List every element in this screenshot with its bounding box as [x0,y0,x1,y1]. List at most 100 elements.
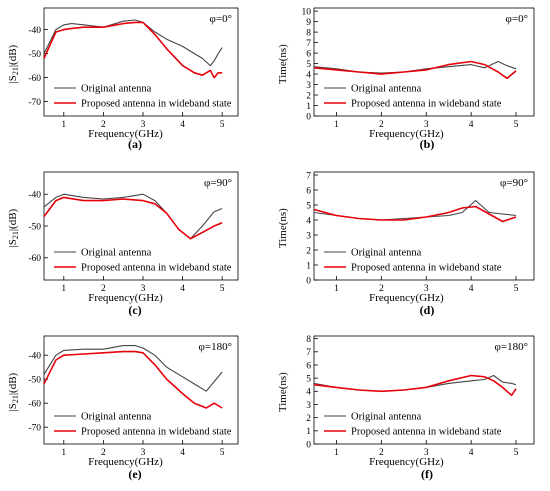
y-tick-label: 3 [306,401,311,411]
plot-frame [43,7,239,117]
x-tick-label: 3 [141,284,146,294]
legend-label-original: Original antenna [351,248,422,259]
legend-label-proposed: Proposed antenna in wideband state [351,263,502,274]
panel-label: (e) [128,467,141,481]
angle-annotation: φ=180° [495,341,528,353]
angle-annotation: φ=0° [506,13,528,25]
angle-annotation: φ=180° [199,341,232,353]
legend-label-proposed: Proposed antenna in wideband state [351,427,502,438]
series-line-proposed [43,21,223,79]
y-tick-label: 1 [306,102,311,112]
y-tick-label: -40 [28,191,41,201]
x-tick-label: 2 [379,120,384,130]
series-line-proposed [43,196,223,240]
x-axis-label: Frequency(GHz) [88,456,163,468]
y-axis-label: Time(ns) [277,372,289,412]
y-tick-label: 4 [306,216,311,226]
chart-d: 1 2 3 4 5 0 1 2 3 4 5 6 7 Frequency(GHz) Time(ns) φ=90°… [277,171,535,317]
y-tick-label: 7 [306,348,311,358]
y-tick-label: -50 [28,376,41,386]
y-tick-label: 8 [306,28,311,38]
x-tick-label: 3 [424,284,429,294]
y-tick-label: 2 [306,246,311,256]
panel-label: (d) [420,303,435,317]
plot-frame [313,7,535,117]
x-tick-label: 2 [101,120,106,130]
series-line-original [43,193,223,240]
angle-annotation: φ=90° [500,177,528,189]
y-tick-label: 6 [306,49,311,59]
x-axis-label: Frequency(GHz) [88,128,163,140]
panel-label: (a) [128,137,142,151]
y-tick-label: 0 [306,440,311,450]
y-axis-label: |S21|(dB) [7,208,20,247]
y-tick-label: 2 [306,91,311,101]
y-tick-label: -40 [28,26,41,36]
series-line-proposed [313,374,517,397]
y-tick-label: -70 [28,98,41,108]
x-tick-label: 3 [424,120,429,130]
legend-label-original: Original antenna [81,412,152,423]
x-axis-label: Frequency(GHz) [88,292,163,304]
legend-label-proposed: Proposed antenna in wideband state [81,263,232,274]
legend-label-proposed: Proposed antenna in wideband state [81,99,232,110]
y-tick-label: 7 [306,171,311,181]
y-tick-label: -60 [28,400,41,410]
y-axis-label: |S21|(dB) [7,44,20,83]
x-tick-label: 1 [61,448,66,458]
y-tick-label: 10 [302,7,312,17]
series-line-proposed [43,350,223,409]
y-tick-label: 3 [306,81,311,91]
y-tick-label: 4 [306,388,311,398]
chart-f: 1 2 3 4 5 0 1 2 3 4 5 6 7 8 Frequency(GHz) Time(ns) φ=18… [277,335,535,481]
x-tick-label: 1 [334,120,339,130]
legend-label-original: Original antenna [351,412,422,423]
y-tick-label: 3 [306,231,311,241]
x-tick-label: 1 [334,284,339,294]
y-tick-label: 1 [306,261,311,271]
x-tick-label: 4 [180,120,185,130]
x-tick-label: 5 [220,120,225,130]
series-line-original [43,345,223,392]
x-tick-label: 3 [141,448,146,458]
panel-label: (f) [421,467,433,481]
x-tick-label: 4 [469,284,474,294]
y-tick-label: -40 [28,352,41,362]
y-tick-label: 2 [306,414,311,424]
legend-label-proposed: Proposed antenna in wideband state [81,427,232,438]
x-tick-label: 1 [61,120,66,130]
x-tick-label: 2 [101,448,106,458]
y-tick-label: 6 [306,361,311,371]
x-tick-label: 2 [379,448,384,458]
x-tick-label: 3 [141,120,146,130]
x-tick-label: 4 [469,448,474,458]
y-tick-label: -50 [28,50,41,60]
y-axis-label: Time(ns) [277,208,289,248]
x-tick-label: 1 [334,448,339,458]
plot-frame [313,171,535,281]
y-tick-label: -70 [28,424,41,434]
y-axis-label: Time(ns) [277,44,289,84]
y-tick-label: -60 [28,254,41,264]
y-tick-label: 7 [306,39,311,49]
legend-label-original: Original antenna [81,84,152,95]
y-tick-label: 0 [306,112,311,122]
angle-annotation: φ=0° [210,13,232,25]
x-tick-label: 5 [514,284,519,294]
x-tick-label: 4 [180,448,185,458]
y-tick-label: 6 [306,186,311,196]
x-tick-label: 2 [101,284,106,294]
legend-label-original: Original antenna [81,248,152,259]
x-tick-label: 1 [61,284,66,294]
chart-e: 1 2 3 4 5 -40 -50 -60 -70 Frequency(GHz) |S21|(dB)… [7,335,239,481]
y-tick-label: 5 [306,374,311,384]
legend-label-original: Original antenna [351,84,422,95]
x-tick-label: 3 [424,448,429,458]
chart-a: 1 2 3 4 5 -40 -50 -60 -70 Frequency(GHz) |S21|(dB)… [7,7,239,151]
plot-frame [313,335,535,445]
y-tick-label: 9 [306,18,311,28]
series-line-original [43,19,223,67]
x-tick-label: 5 [220,448,225,458]
panel-label: (c) [128,303,141,317]
